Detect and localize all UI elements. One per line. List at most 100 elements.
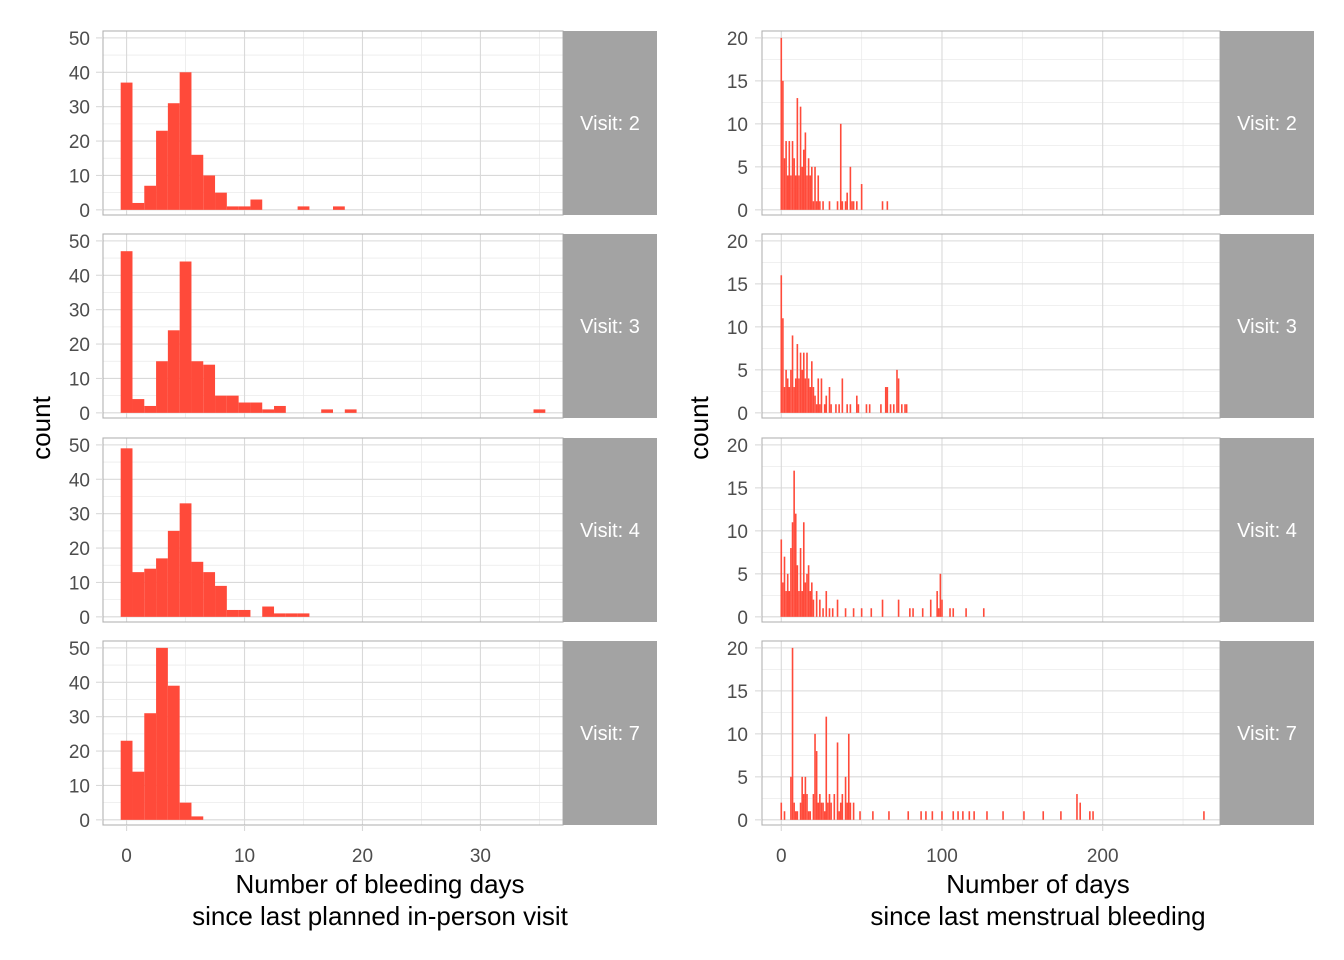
histogram-bar <box>799 106 802 210</box>
histogram-bar <box>846 192 848 210</box>
histogram-bar <box>828 201 831 210</box>
histogram-bar <box>790 369 792 413</box>
histogram-bar <box>144 568 157 617</box>
histogram-bar <box>856 201 858 210</box>
panel-background <box>762 438 1220 622</box>
histogram-bar <box>794 513 797 617</box>
histogram-bar <box>191 816 204 820</box>
histogram-bar <box>965 608 967 617</box>
histogram-bar <box>841 794 844 820</box>
x-tick-label: 20 <box>352 846 373 867</box>
y-tick-label: 20 <box>69 742 90 763</box>
y-tick-label: 10 <box>727 522 748 543</box>
histogram-bar <box>1092 811 1094 820</box>
histogram-bar <box>830 404 832 413</box>
histogram-bar <box>786 378 789 413</box>
histogram-bar <box>802 352 805 413</box>
histogram-bar <box>839 802 842 820</box>
facet-panel: Visit: 3 0 10 20 30 40 50 <box>69 232 657 425</box>
histogram-bar <box>782 582 784 617</box>
histogram-bar <box>881 201 884 210</box>
histogram-bar <box>120 740 133 820</box>
y-tick-label: 0 <box>79 404 90 425</box>
y-tick-label: 20 <box>727 639 748 660</box>
x-axis-title: Number of days <box>946 869 1130 899</box>
facet-strip <box>563 234 657 418</box>
histogram-bar <box>905 404 908 413</box>
y-tick-label: 10 <box>69 573 90 594</box>
histogram-bar <box>132 771 145 820</box>
histogram-bar <box>798 175 800 210</box>
y-tick-label: 50 <box>69 639 90 660</box>
histogram-bar <box>838 404 840 413</box>
y-tick-label: 50 <box>69 29 90 50</box>
histogram-bar <box>215 585 227 617</box>
histogram-bar <box>822 201 824 210</box>
y-tick-label: 20 <box>727 29 748 50</box>
facet-panel: Visit: 7 0 5 10 15 20 <box>727 639 1314 832</box>
y-tick-label: 30 <box>69 505 90 526</box>
histogram-bar <box>856 395 858 413</box>
histogram-bar <box>1060 811 1062 820</box>
histogram-bar <box>794 811 797 820</box>
histogram-bar <box>1089 811 1091 820</box>
histogram-bar <box>804 582 807 617</box>
histogram-bar <box>783 158 786 210</box>
histogram-bar <box>811 582 813 617</box>
histogram-bar <box>790 776 792 820</box>
histogram-bar <box>807 378 810 413</box>
histogram-bar <box>796 811 799 820</box>
histogram-bar <box>167 330 180 413</box>
histogram-bar <box>156 647 168 820</box>
histogram-bar <box>937 608 940 617</box>
histogram-bar <box>870 608 873 617</box>
histogram-bar <box>827 802 829 820</box>
x-axis-title: since last planned in-person visit <box>192 901 569 931</box>
y-tick-label: 5 <box>737 158 748 179</box>
histogram-bar <box>321 409 333 413</box>
histogram-bar <box>897 378 900 413</box>
histogram-bar <box>144 713 157 820</box>
histogram-bar <box>782 80 784 210</box>
facet-strip-label: Visit: 7 <box>1237 723 1297 745</box>
histogram-bar <box>831 608 834 617</box>
histogram-bar <box>215 395 227 413</box>
histogram-bar <box>868 404 871 413</box>
histogram-bar <box>191 154 204 210</box>
y-tick-label: 5 <box>737 768 748 789</box>
facet-strip <box>563 31 657 215</box>
y-tick-label: 10 <box>727 115 748 136</box>
facet-strip <box>563 641 657 825</box>
histogram-bar <box>814 166 816 210</box>
histogram-bar <box>791 335 794 413</box>
histogram-bar <box>788 141 791 210</box>
histogram-bar <box>839 123 842 210</box>
histogram-bar <box>780 539 783 617</box>
facet-strip <box>1220 641 1314 825</box>
x-axis-title: since last menstrual bleeding <box>870 901 1205 931</box>
histogram-bar <box>815 404 818 413</box>
histogram-bar <box>889 404 892 413</box>
histogram-bar <box>896 369 898 413</box>
histogram-bar <box>884 387 887 413</box>
histogram-bar <box>957 811 959 820</box>
histogram-bar <box>203 175 216 210</box>
histogram-bar <box>785 591 787 617</box>
histogram-bar <box>806 794 808 820</box>
histogram-bar <box>156 361 168 413</box>
histogram-bar <box>949 608 951 617</box>
histogram-bar <box>799 352 802 413</box>
histogram-bar <box>912 608 914 617</box>
histogram-bar <box>807 811 810 820</box>
histogram-bar <box>333 206 345 210</box>
histogram-bar <box>823 404 826 413</box>
y-tick-label: 40 <box>69 673 90 694</box>
histogram-bar <box>828 794 831 820</box>
histogram-bar <box>238 609 251 617</box>
histogram-bar <box>783 387 786 413</box>
facet-strip <box>1220 438 1314 622</box>
histogram-bar <box>830 802 832 820</box>
histogram-bar <box>799 802 802 820</box>
histogram-bar <box>802 794 805 820</box>
histogram-bar <box>860 608 863 617</box>
